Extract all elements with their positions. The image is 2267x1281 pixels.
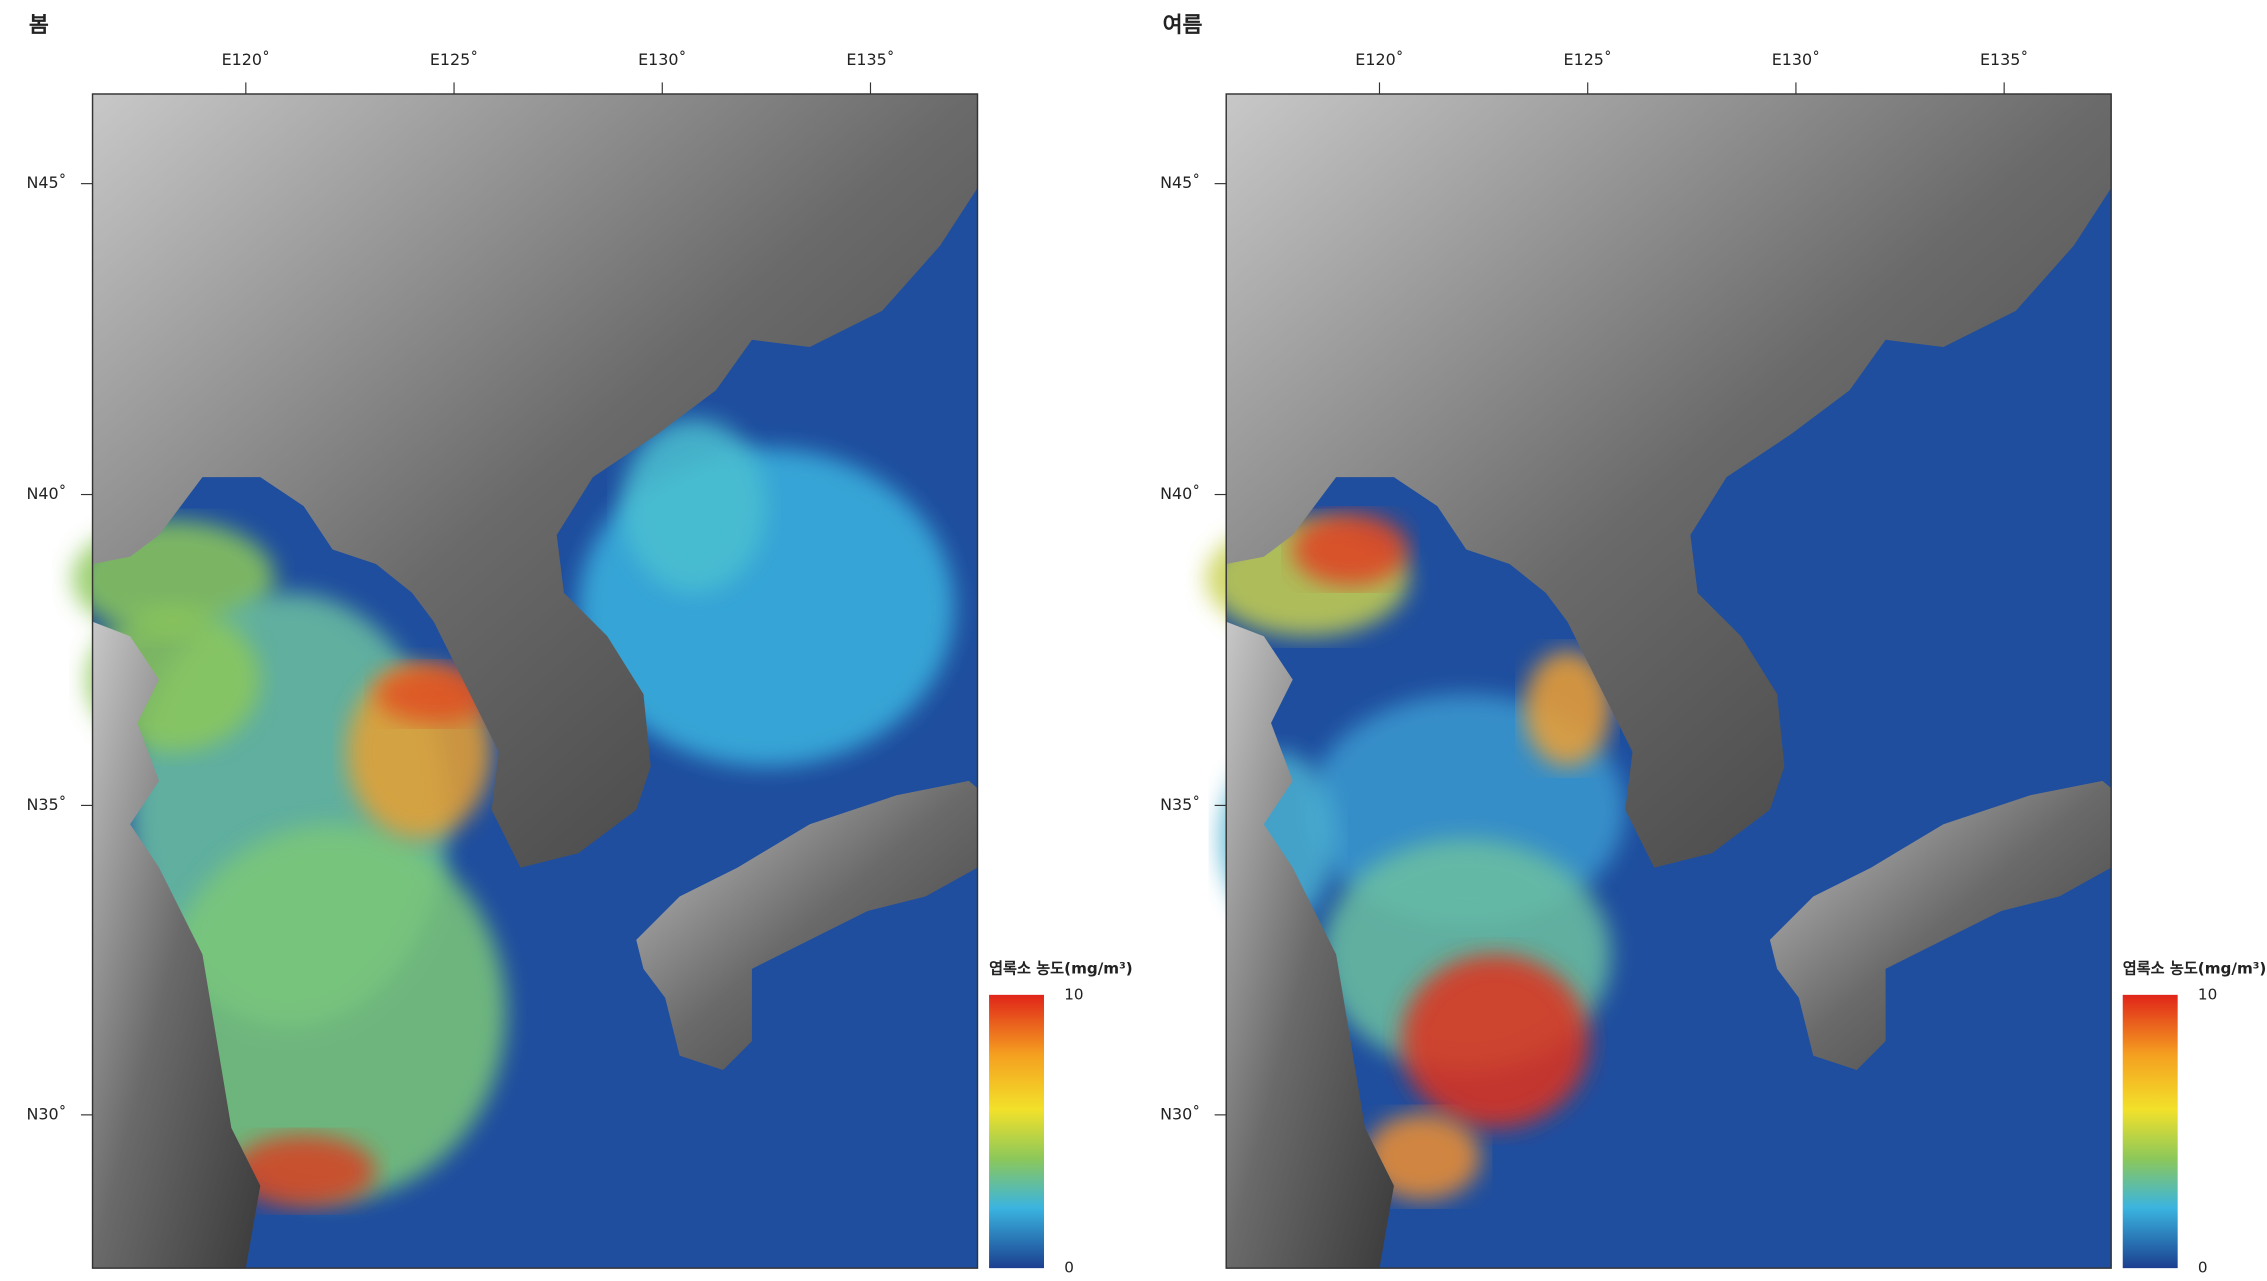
lon-tick-label: E120˚ bbox=[1355, 50, 1403, 69]
lat-tick-label: N30˚ bbox=[1160, 1104, 1200, 1123]
legend-title: 엽록소 농도(mg/m³) bbox=[2123, 959, 2267, 977]
lat-tick-label: N30˚ bbox=[26, 1104, 66, 1123]
lon-tick-label: E125˚ bbox=[1564, 50, 1612, 69]
legend-max: 10 bbox=[2198, 985, 2217, 1003]
panel-title: 여름 bbox=[1163, 13, 1203, 38]
legend-max: 10 bbox=[1064, 985, 1083, 1003]
colorbar bbox=[989, 995, 1044, 1268]
legend-min: 0 bbox=[1064, 1259, 1074, 1277]
lon-tick-label: E130˚ bbox=[638, 50, 686, 69]
panel-title: 봄 bbox=[29, 13, 49, 38]
chlorophyll-area bbox=[1293, 513, 1409, 585]
lat-tick-label: N35˚ bbox=[1160, 795, 1200, 814]
lon-tick-label: E135˚ bbox=[846, 50, 894, 69]
colorbar bbox=[2123, 995, 2178, 1268]
map-figure: 봄 E120˚ E125˚ E130˚ E135˚ N45˚ N40˚ N35˚ N30˚ 엽록소… bbox=[0, 0, 2267, 1281]
lon-tick-label: E125˚ bbox=[430, 50, 478, 69]
lat-tick-label: N40˚ bbox=[1160, 484, 1200, 503]
map-panel: 봄 E120˚ E125˚ E130˚ E135˚ N45˚ N40˚ N35˚ N30˚ 엽록소… bbox=[26, 13, 1132, 1277]
legend-min: 0 bbox=[2198, 1259, 2208, 1277]
lat-tick-label: N45˚ bbox=[1160, 173, 1200, 192]
lat-tick-label: N40˚ bbox=[26, 484, 66, 503]
lat-tick-label: N35˚ bbox=[26, 795, 66, 814]
lat-tick-label: N45˚ bbox=[26, 173, 66, 192]
chlorophyll-area bbox=[1401, 954, 1589, 1128]
chlorophyll-area bbox=[622, 419, 767, 593]
lon-tick-label: E135˚ bbox=[1980, 50, 2028, 69]
map-panel: 여름 E120˚ E125˚ E130˚ E135˚ N45˚ N40˚ N35˚ N30˚ 엽록… bbox=[1160, 13, 2266, 1277]
legend-title: 엽록소 농도(mg/m³) bbox=[989, 959, 1133, 977]
lon-tick-label: E130˚ bbox=[1772, 50, 1820, 69]
lon-tick-label: E120˚ bbox=[222, 50, 270, 69]
